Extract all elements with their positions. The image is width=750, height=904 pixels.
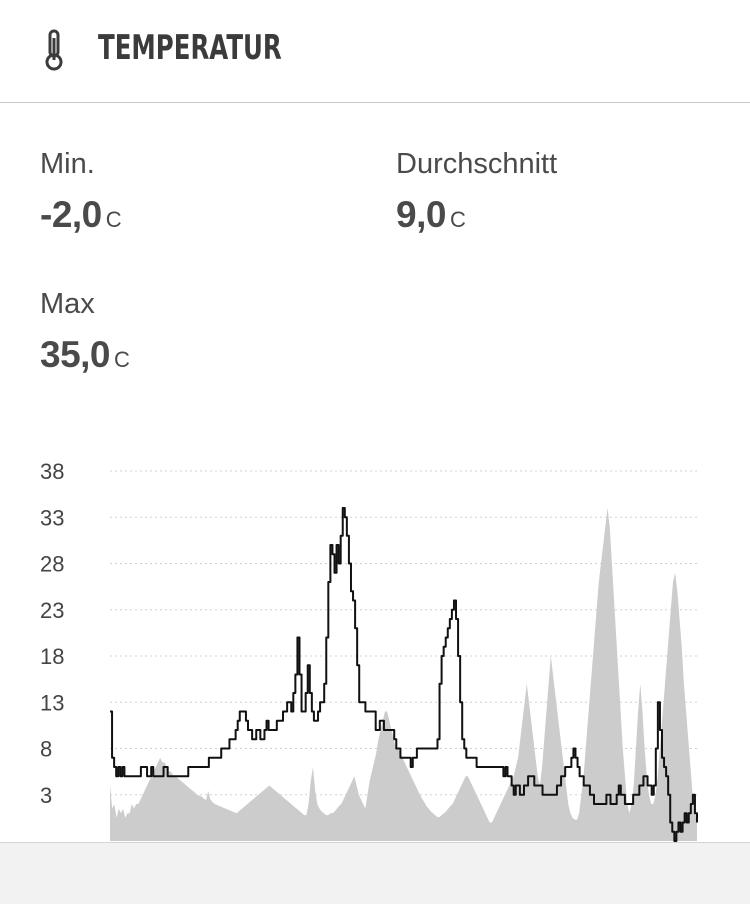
y-tick-label: 33: [40, 505, 64, 530]
y-tick-label: 3: [40, 783, 52, 808]
panel-header: TEMPERATUR: [0, 0, 750, 103]
panel-title: TEMPERATUR: [98, 28, 282, 68]
stat-average-unit: C: [449, 207, 466, 232]
stat-average: Durchschnitt 9,0 C: [396, 147, 557, 243]
stat-min-value-row: -2,0 C: [40, 195, 122, 243]
stat-min-value: -2,0: [40, 194, 102, 235]
thermometer-icon: [45, 29, 63, 71]
y-tick-label: 23: [40, 598, 64, 623]
y-tick-label: 38: [40, 459, 64, 484]
stat-average-value: 9,0: [396, 194, 446, 235]
stat-min-unit: C: [105, 207, 122, 232]
stat-min-label: Min.: [40, 148, 95, 180]
stat-average-value-row: 9,0 C: [396, 195, 557, 243]
temperature-chart: 38 33 28 23 18 13 8 3: [40, 459, 698, 842]
stat-average-label: Durchschnitt: [396, 148, 558, 180]
y-tick-label: 28: [40, 552, 64, 577]
stat-max-unit: C: [114, 347, 130, 372]
stat-max-label: Max: [40, 288, 95, 320]
stat-max: Max 35,0 C: [40, 287, 130, 383]
stat-max-value-row: 35,0 C: [40, 335, 130, 383]
y-tick-label: 18: [40, 644, 64, 669]
y-tick-label: 8: [40, 737, 52, 762]
footer-bar: [0, 842, 750, 904]
series-area: [110, 508, 697, 841]
series-line: [110, 507, 698, 842]
y-tick-label: 13: [40, 690, 64, 715]
stat-min: Min. -2,0 C: [40, 147, 122, 243]
stat-max-value: 35,0: [40, 334, 111, 375]
